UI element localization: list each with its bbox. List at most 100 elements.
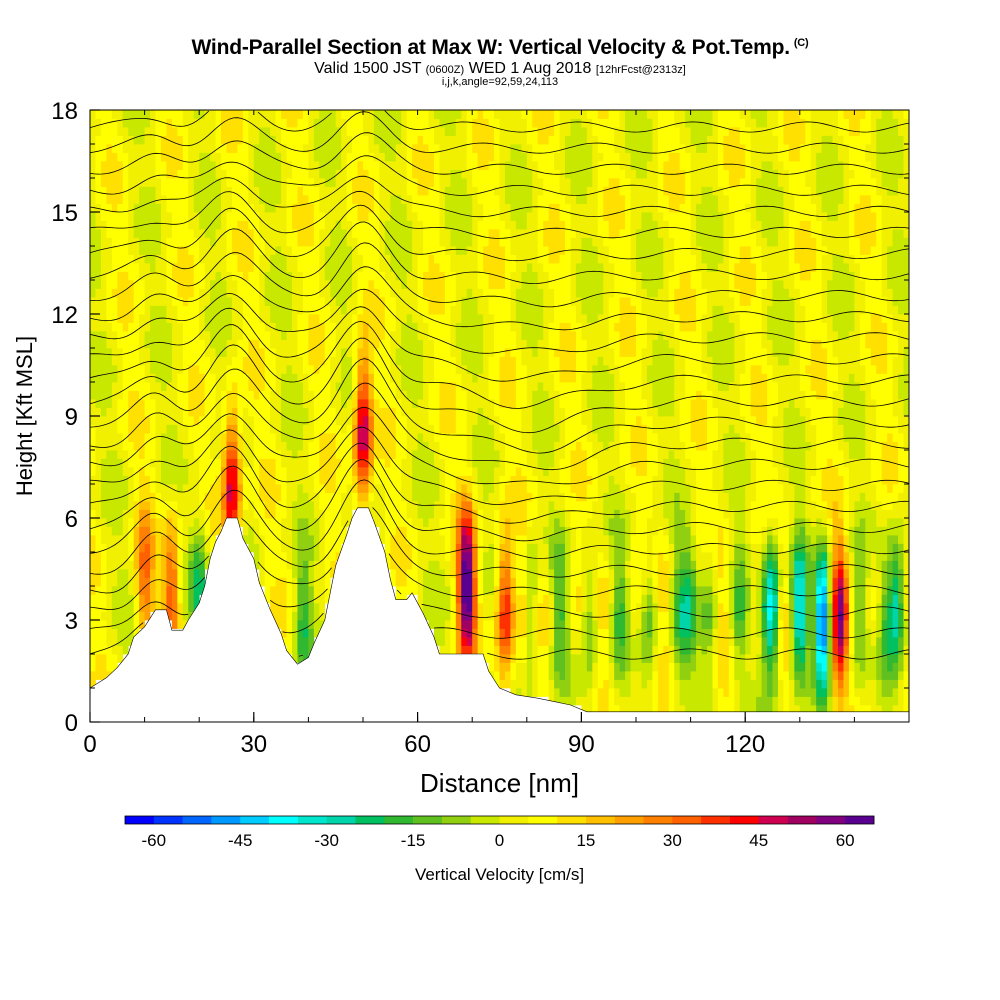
field-cell — [248, 484, 255, 493]
field-cell — [390, 127, 397, 136]
field-cell — [204, 356, 211, 366]
field-cell — [292, 169, 298, 179]
field-cell — [144, 212, 151, 221]
field-cell — [215, 118, 222, 128]
field-cell — [428, 263, 435, 272]
field-cell — [313, 535, 320, 544]
field-cell — [215, 365, 222, 374]
field-cell — [313, 169, 320, 179]
field-cell — [111, 348, 118, 357]
field-cell — [455, 195, 462, 204]
field-cell — [455, 509, 462, 519]
field-cell — [259, 280, 266, 289]
field-cell — [199, 390, 206, 400]
field-cell — [286, 271, 293, 281]
field-cell — [297, 152, 304, 162]
field-cell — [275, 484, 282, 493]
field-cell — [100, 509, 107, 519]
field-cell — [461, 110, 468, 119]
field-cell — [499, 382, 506, 391]
field-cell — [237, 314, 244, 323]
field-cell — [488, 246, 495, 255]
field-cell — [483, 611, 489, 621]
field-cell — [133, 433, 140, 442]
field-cell — [450, 484, 457, 493]
field-cell — [510, 654, 517, 663]
field-cell — [281, 348, 287, 357]
field-cell — [150, 186, 156, 196]
field-cell — [537, 424, 544, 434]
field-cell — [324, 475, 331, 485]
field-cell — [297, 331, 304, 340]
field-cell — [461, 169, 468, 179]
field-cell — [324, 169, 331, 179]
field-cell — [494, 263, 500, 272]
field-cell — [133, 246, 140, 255]
field-cell — [150, 390, 156, 400]
field-cell — [122, 237, 129, 247]
field-cell — [461, 424, 468, 434]
field-cell — [281, 458, 287, 468]
field-cell — [204, 399, 211, 408]
field-cell — [472, 382, 479, 391]
field-cell — [286, 620, 293, 629]
field-cell — [106, 586, 113, 595]
field-cell — [242, 467, 249, 476]
field-cell — [384, 416, 391, 425]
field-cell — [160, 246, 167, 255]
field-cell — [95, 178, 102, 187]
field-cell — [100, 424, 107, 434]
field-cell — [204, 484, 211, 493]
field-cell — [406, 220, 413, 230]
field-cell — [150, 535, 156, 544]
field-cell — [510, 186, 517, 196]
field-cell — [330, 560, 337, 570]
field-cell — [504, 237, 511, 247]
field-cell — [510, 603, 517, 612]
field-cell — [313, 314, 320, 323]
field-cell — [412, 458, 418, 468]
field-cell — [504, 475, 511, 485]
field-cell — [423, 161, 429, 170]
field-cell — [510, 416, 517, 425]
field-cell — [253, 560, 260, 570]
field-cell — [253, 509, 260, 519]
field-cell — [346, 407, 353, 417]
field-cell — [313, 331, 320, 340]
field-cell — [264, 297, 271, 306]
field-cell — [253, 314, 260, 323]
field-cell — [439, 237, 446, 247]
field-cell — [319, 135, 326, 145]
field-cell — [313, 118, 320, 128]
field-cell — [171, 271, 178, 281]
field-cell — [264, 399, 271, 408]
field-cell — [204, 450, 211, 459]
field-cell — [308, 535, 315, 544]
field-cell — [406, 169, 413, 179]
field-cell — [412, 450, 418, 459]
field-cell — [521, 237, 528, 247]
field-cell — [543, 577, 550, 587]
field-cell — [537, 628, 544, 638]
field-cell — [417, 331, 424, 340]
field-cell — [128, 144, 135, 153]
field-cell — [357, 390, 364, 400]
field-cell — [324, 399, 331, 408]
field-cell — [90, 577, 96, 587]
field-cell — [106, 263, 113, 272]
field-cell — [390, 314, 397, 323]
field-cell — [346, 518, 353, 527]
field-cell — [122, 399, 129, 408]
field-cell — [313, 263, 320, 272]
field-cell — [324, 552, 331, 561]
field-cell — [406, 246, 413, 255]
field-cell — [401, 458, 408, 468]
field-cell — [90, 161, 96, 170]
field-cell — [537, 552, 544, 561]
field-cell — [95, 203, 102, 213]
field-cell — [341, 314, 348, 323]
field-cell — [335, 186, 342, 196]
field-cell — [319, 620, 326, 629]
field-cell — [122, 152, 129, 162]
field-cell — [466, 373, 473, 383]
